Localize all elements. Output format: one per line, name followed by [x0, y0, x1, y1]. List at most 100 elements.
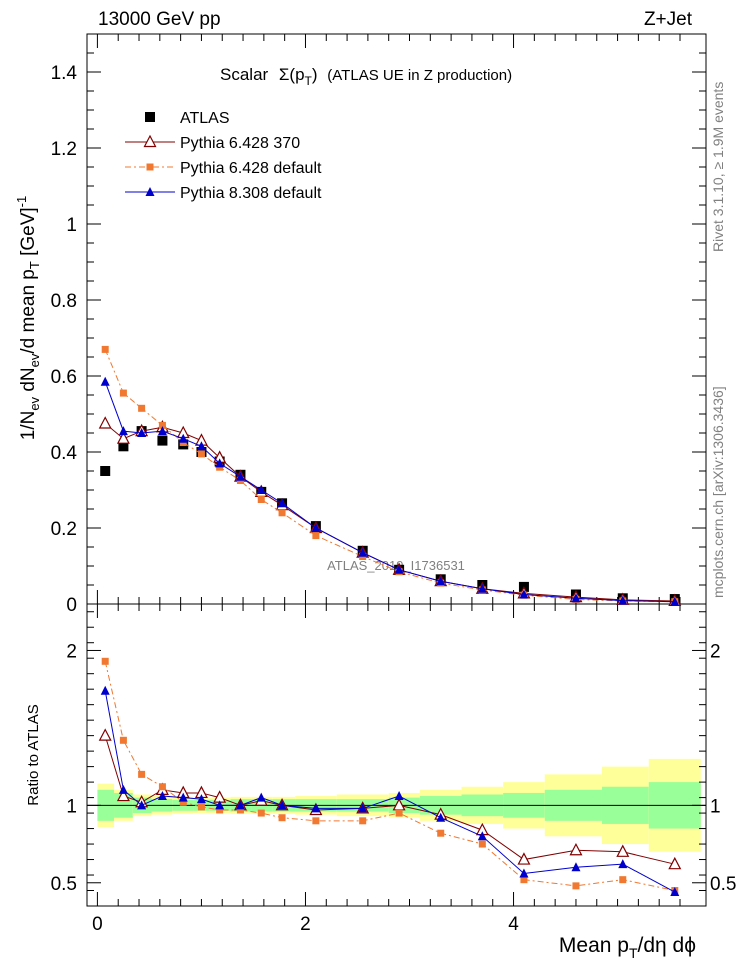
main-point-series-1-1 [116, 431, 130, 444]
legend-marker-1 [143, 134, 157, 148]
ratio-point-series-1-17 [619, 876, 627, 884]
title-close: ) [312, 65, 318, 84]
main-ytick-label-5: 1 [66, 215, 77, 236]
main-point-series-3-18 [670, 596, 680, 606]
rivet-version-text: Rivet 3.1.10, ≥ 1.9M events [710, 82, 726, 252]
main-point-series-3-8 [256, 485, 266, 494]
ratio-point-series-0-0 [98, 728, 112, 741]
main-point-series-0-1 [118, 441, 129, 452]
main-point-series-2-10 [312, 532, 320, 540]
mcplots-text: mcplots.cern.ch [arXiv:1306.3436] [710, 386, 726, 598]
ratio-point-series-2-13 [436, 812, 446, 822]
xtick-label-0: 0 [92, 914, 103, 935]
ratio-point-series-1-3 [158, 783, 166, 791]
legend-label-1: Pythia 6.428 370 [180, 135, 300, 152]
ratio-panel-series [98, 657, 682, 897]
ratio-point-series-2-8 [256, 792, 266, 802]
main-ytick-label-6: 1.2 [51, 139, 77, 160]
main-point-series-3-14 [477, 583, 487, 593]
ratio-point-series-1-15 [520, 876, 528, 884]
main-point-series-0-0 [100, 466, 111, 476]
main-point-series-3-12 [394, 564, 404, 574]
main-ytick-label-4: 0.8 [51, 291, 77, 312]
ratio-point-series-0-15 [517, 852, 531, 865]
main-point-series-3-17 [618, 595, 628, 605]
ratio-ytick-label-1: 1 [66, 796, 77, 817]
main-point-series-0-3 [157, 435, 168, 446]
main-point-series-3-15 [519, 589, 529, 599]
title-rest: (ATLAS UE in Z production) [327, 67, 512, 84]
main-point-series-2-1 [119, 389, 127, 397]
ratio-point-series-1-13 [437, 829, 445, 837]
xtick-label-2: 4 [508, 914, 519, 935]
title-sub: T [305, 74, 313, 88]
ratio-ytick-label-right-0: 0.5 [710, 874, 736, 895]
main-point-series-2-2 [138, 404, 146, 412]
main-ytick-label-3: 0.6 [51, 367, 77, 388]
ratio-point-series-1-11 [359, 817, 367, 825]
main-point-series-3-10 [311, 523, 321, 532]
ratio-point-series-0-17 [616, 844, 630, 857]
main-panel-axes: 0 0.2 0.4 0.6 0.8 1 1.2 1.4 [51, 33, 707, 616]
main-point-series-3-3 [157, 426, 167, 436]
ratio-point-series-1-5 [197, 803, 205, 811]
ratio-point-series-0-1 [116, 788, 130, 802]
ratio-point-series-2-12 [394, 791, 404, 801]
ratio-ytick-label-right-2: 2 [710, 641, 721, 662]
ratio-point-series-2-5 [196, 794, 206, 804]
main-point-series-2-9 [278, 509, 286, 517]
header-left: 13000 GeV pp [98, 9, 221, 30]
ratio-point-series-1-8 [257, 809, 265, 817]
main-ytick-label-1: 0.2 [51, 519, 77, 540]
legend-marker-2 [146, 163, 154, 171]
ratio-frame [86, 603, 707, 907]
header-right: Z+Jet [644, 9, 693, 30]
main-point-series-3-4 [178, 433, 188, 443]
legend-marker-3 [145, 187, 155, 196]
main-point-series-3-16 [571, 593, 581, 603]
ratio-point-series-2-14 [477, 831, 487, 841]
main-point-series-3-11 [358, 547, 368, 557]
main-point-series-2-0 [101, 345, 109, 353]
ratio-point-series-1-2 [138, 770, 146, 778]
main-point-series-3-0 [100, 376, 110, 386]
ratio-point-series-1-1 [119, 736, 127, 744]
main-point-series-3-7 [235, 471, 245, 481]
main-panel-series [98, 345, 682, 607]
legend-label-2: Pythia 6.428 default [180, 160, 322, 177]
main-point-series-2-8 [257, 496, 265, 503]
main-point-series-3-6 [215, 458, 225, 468]
ratio-point-series-2-4 [178, 792, 188, 802]
plot-title: Scalar Σ(pT) (ATLAS UE in Z production) [220, 65, 512, 88]
ratio-point-series-2-9 [277, 800, 287, 810]
main-point-series-3-1 [118, 426, 128, 436]
ratio-point-series-1-9 [278, 814, 286, 822]
ratio-point-series-0-16 [569, 842, 583, 856]
main-point-series-2-3 [158, 421, 166, 429]
ratio-point-series-0-18 [668, 856, 682, 870]
ratio-point-series-1-14 [478, 840, 486, 848]
ratio-ytick-label-2: 2 [66, 641, 77, 662]
ratio-point-series-1-4 [179, 798, 187, 806]
main-point-series-1-0 [98, 416, 112, 429]
ratio-panel-axes: 0.5 0.5 1 1 2 2 0 2 4 [51, 603, 736, 935]
legend-label-3: Pythia 8.308 default [180, 185, 322, 202]
main-ytick-label-2: 0.4 [51, 443, 78, 464]
main-point-series-3-2 [137, 428, 147, 437]
ratio-point-series-2-1 [118, 784, 128, 794]
x-axis-label: Mean pT/dη dϕ [559, 934, 696, 961]
xtick-label-1: 2 [300, 914, 311, 935]
main-ytick-label-0: 0 [66, 595, 77, 616]
ratio-point-series-1-0 [101, 657, 109, 665]
ratio-ytick-label-0: 0.5 [51, 874, 77, 895]
ratio-point-series-2-15 [519, 868, 529, 878]
main-point-series-2-5 [197, 450, 205, 458]
ratio-point-series-2-3 [157, 791, 167, 801]
ratio-point-series-1-10 [312, 817, 320, 825]
ratio-point-series-2-10 [311, 803, 321, 813]
title-sigma: Σ(p [279, 65, 305, 84]
main-ytick-label-7: 1.4 [51, 63, 78, 84]
ratio-ylabel: Ratio to ATLAS [25, 704, 42, 805]
ratio-point-series-1-6 [216, 806, 224, 814]
